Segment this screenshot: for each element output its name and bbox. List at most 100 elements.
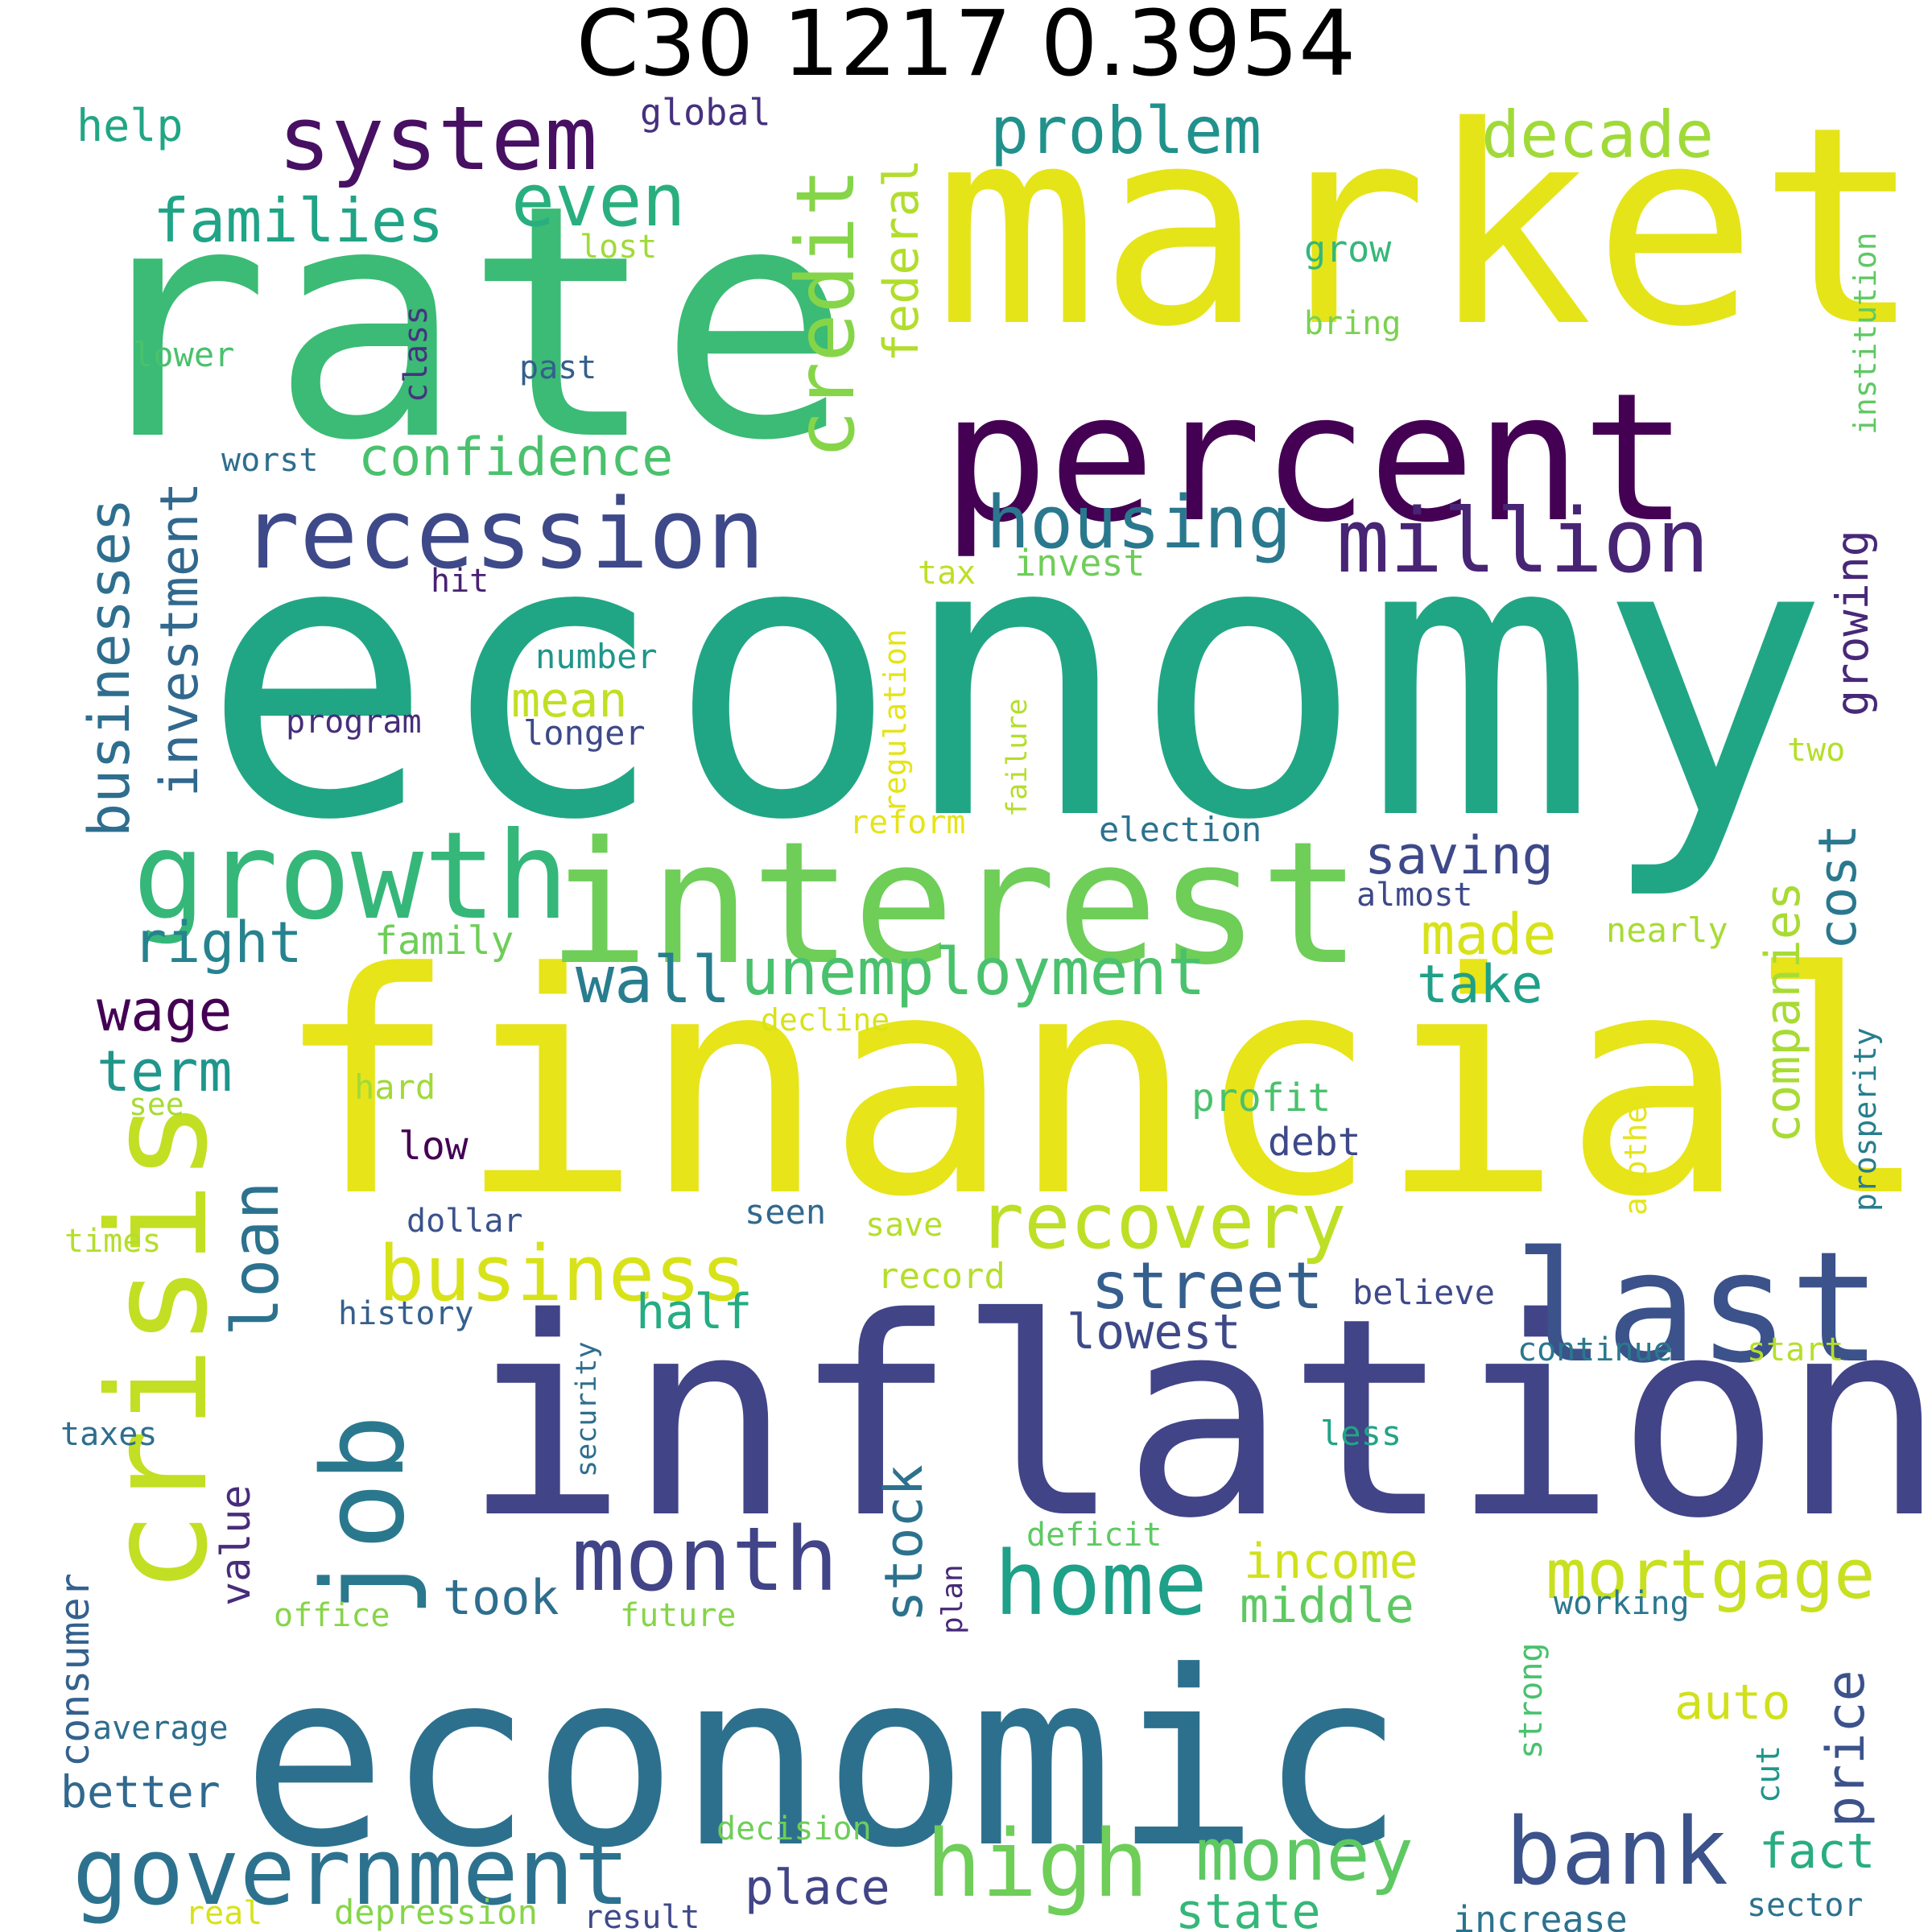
word-number: number (535, 637, 658, 676)
word-fact: fact (1759, 1823, 1876, 1880)
word-class: class (398, 306, 435, 402)
word-crisis: crisis (79, 1100, 238, 1594)
word-decade: decade (1481, 97, 1714, 172)
word-tax: tax (918, 555, 976, 592)
word-month: month (572, 1508, 838, 1611)
word-take: take (1417, 955, 1543, 1015)
word-better: better (60, 1766, 221, 1818)
word-stock: stock (874, 1464, 935, 1622)
word-saving: saving (1364, 826, 1554, 886)
word-reform: reform (849, 804, 966, 841)
word-past: past (519, 349, 597, 386)
word-federal: federal (873, 159, 930, 362)
word-last: last (1513, 1219, 1882, 1397)
word-cost: cost (1808, 824, 1868, 950)
word-average: average (93, 1710, 229, 1747)
word-confidence: confidence (358, 427, 673, 488)
word-result: result (584, 1899, 700, 1932)
word-start: start (1747, 1331, 1843, 1368)
word-election: election (1099, 810, 1261, 849)
word-families: families (153, 185, 444, 256)
word-low: low (398, 1124, 469, 1169)
word-price: price (1816, 1670, 1876, 1827)
word-took: took (443, 1570, 559, 1626)
word-institution: institution (1847, 232, 1883, 435)
word-high: high (926, 1810, 1149, 1918)
word-bring: bring (1304, 305, 1401, 342)
word-credit: credit (778, 168, 873, 459)
word-global: global (640, 91, 771, 134)
word-even: even (511, 159, 686, 243)
word-save: save (865, 1207, 943, 1244)
word-recovery: recovery (978, 1178, 1347, 1266)
word-grow: grow (1304, 228, 1392, 270)
word-depression: depression (334, 1893, 538, 1932)
word-government: government (72, 1818, 630, 1926)
word-prosperity: prosperity (1847, 1027, 1883, 1212)
word-income: income (1244, 1534, 1418, 1590)
word-seen: seen (745, 1192, 826, 1232)
word-home: home (994, 1532, 1208, 1635)
word-invest: invest (1014, 542, 1146, 584)
word-market: market (934, 68, 1922, 387)
word-security: security (571, 1341, 603, 1477)
word-lost: lost (580, 229, 657, 266)
word-almost: almost (1356, 877, 1473, 914)
word-housing: housing (986, 481, 1291, 565)
word-real: real (185, 1895, 262, 1932)
word-recession: recession (242, 479, 765, 591)
word-investment: investment (150, 482, 210, 797)
word-mean: mean (511, 672, 628, 729)
word-growth: growth (133, 807, 569, 947)
word-bank: bank (1505, 1798, 1728, 1906)
word-million: million (1336, 489, 1710, 592)
word-continue: continue (1517, 1331, 1673, 1368)
word-economy: economy (201, 455, 1830, 905)
word-job: job (299, 1414, 430, 1618)
word-half: half (636, 1284, 753, 1340)
word-term: term (97, 1038, 233, 1104)
word-interest: interest (547, 805, 1361, 1002)
word-made: made (1421, 902, 1557, 968)
word-deficit: deficit (1026, 1517, 1162, 1554)
word-percent: percent (942, 355, 1688, 561)
word-longer: longer (523, 713, 646, 753)
word-wall: wall (576, 943, 731, 1018)
word-program: program (286, 704, 422, 741)
word-wage: wage (97, 978, 233, 1044)
word-mortgage: mortgage (1546, 1535, 1875, 1615)
word-hit: hit (431, 563, 489, 600)
word-history: history (338, 1295, 474, 1332)
word-help: help (76, 100, 183, 151)
word-worst: worst (221, 442, 318, 479)
word-office: office (274, 1597, 390, 1634)
word-nearly: nearly (1606, 910, 1728, 950)
word-value: value (213, 1484, 259, 1606)
word-auto: auto (1674, 1674, 1791, 1731)
word-unemployment: unemployment (741, 935, 1206, 1009)
word-increase: increase (1453, 1898, 1628, 1932)
word-working: working (1554, 1585, 1690, 1622)
word-place: place (745, 1860, 890, 1916)
word-plan: plan (936, 1564, 969, 1634)
word-money: money (1195, 1813, 1414, 1897)
word-businesses: businesses (76, 498, 142, 837)
word-failure: failure (1001, 698, 1034, 817)
word-street: street (1091, 1249, 1323, 1323)
word-business: business (378, 1230, 747, 1319)
word-sector: sector (1747, 1887, 1864, 1924)
word-another: another (1618, 1087, 1653, 1216)
chart-title: C30 1217 0.3954 (576, 0, 1356, 97)
word-times: times (64, 1223, 161, 1260)
word-hard: hard (354, 1067, 436, 1107)
word-problem: problem (990, 93, 1261, 168)
word-rate: rate (76, 137, 852, 511)
word-decision: decision (716, 1810, 872, 1847)
word-strong: strong (1513, 1643, 1550, 1760)
word-system: system (278, 87, 597, 190)
word-debt: debt (1268, 1120, 1361, 1165)
word-growing: growing (1827, 530, 1878, 716)
word-dollar: dollar (407, 1203, 523, 1240)
